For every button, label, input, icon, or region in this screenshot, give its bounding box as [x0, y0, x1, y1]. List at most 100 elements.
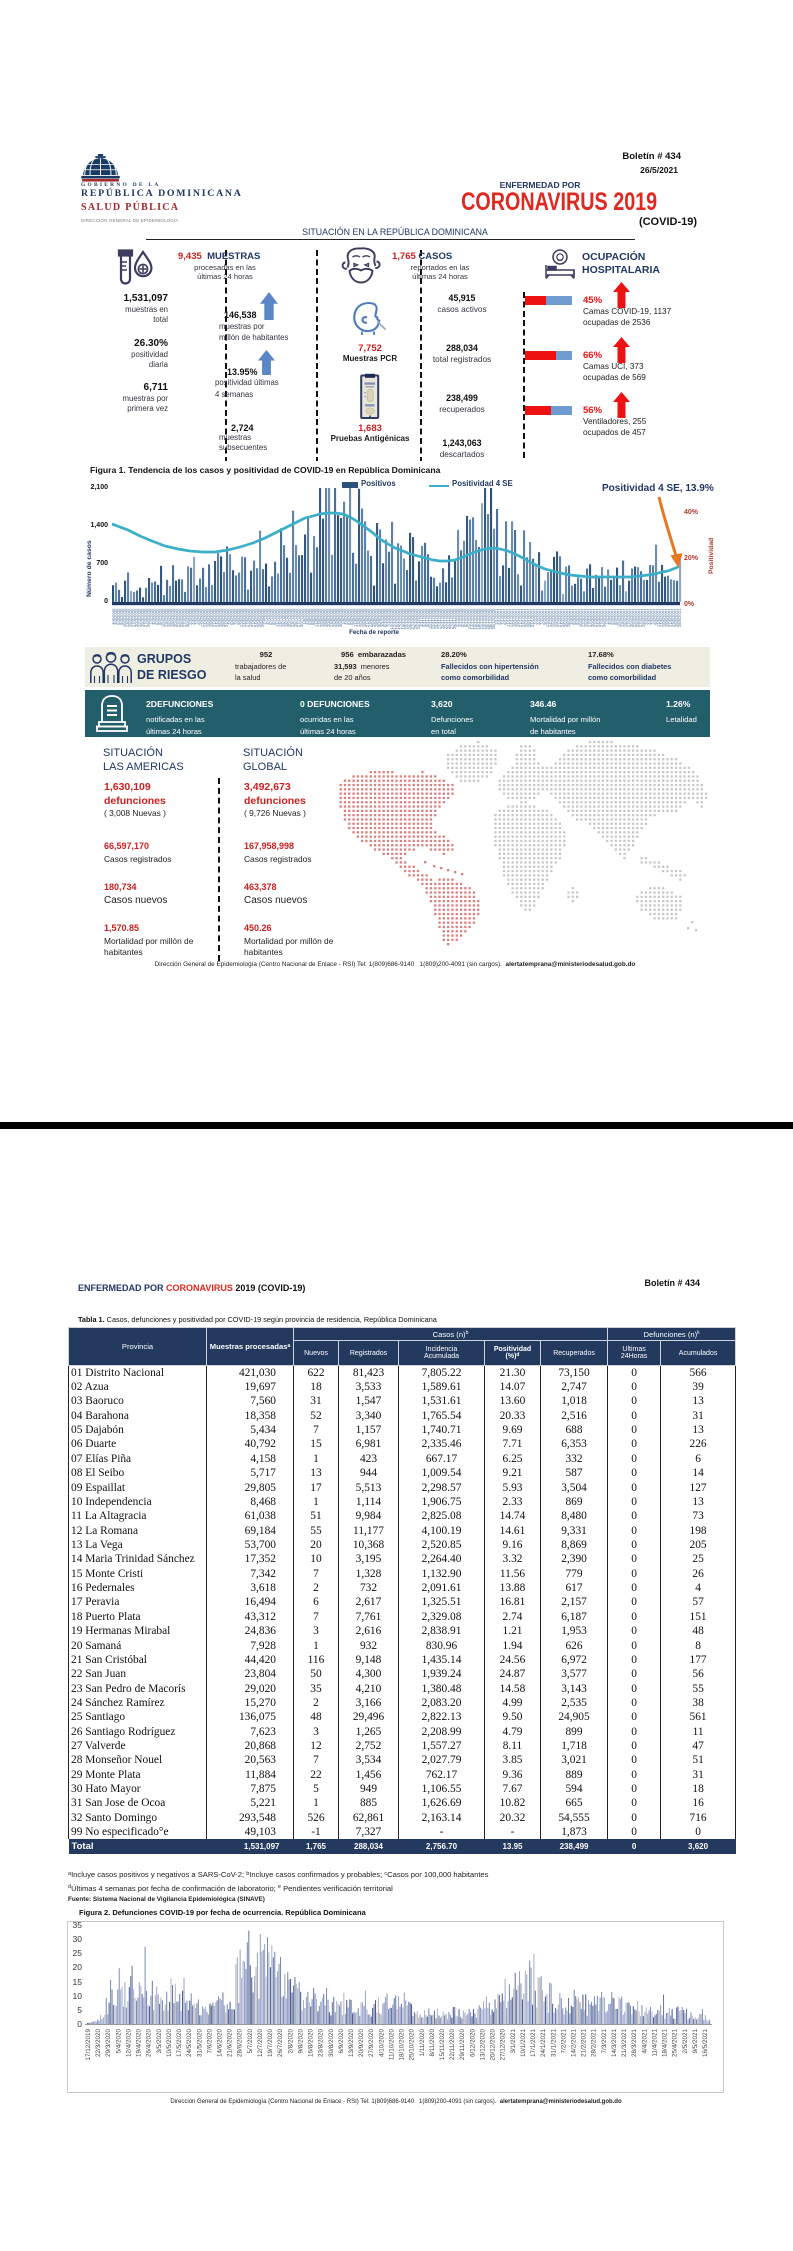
svg-text:26/4/2020: 26/4/2020: [146, 2029, 153, 2058]
svg-text:3/7/2020: 3/7/2020: [266, 608, 271, 625]
svg-text:27/4/2021: 27/4/2021: [638, 608, 643, 627]
svg-text:2/6/2020: 2/6/2020: [227, 608, 232, 625]
svg-text:22/3/2020: 22/3/2020: [95, 2029, 102, 2058]
svg-text:17/10/2020: 17/10/2020: [398, 608, 403, 630]
svg-text:27/7/2020: 27/7/2020: [296, 608, 301, 627]
svg-text:3/4/2020: 3/4/2020: [152, 608, 157, 625]
svg-text:22/4/2021: 22/4/2021: [632, 608, 637, 627]
svg-text:4/9/2020: 4/9/2020: [344, 608, 349, 625]
svg-text:8/4/2020: 8/4/2020: [158, 608, 163, 625]
svg-text:28/12/2020: 28/12/2020: [488, 608, 493, 630]
svg-text:18/4/2021: 18/4/2021: [662, 2029, 669, 2058]
svg-text:4/4/2021: 4/4/2021: [641, 2029, 648, 2054]
svg-text:3/1/2021: 3/1/2021: [510, 2029, 517, 2054]
svg-text:16/1/2021: 16/1/2021: [512, 608, 517, 627]
svg-text:9/5/2020: 9/5/2020: [197, 608, 202, 625]
svg-text:5/11/2020: 5/11/2020: [422, 608, 427, 627]
svg-text:7/2/2021: 7/2/2021: [560, 2029, 567, 2054]
svg-text:27/11/2020: 27/11/2020: [449, 608, 454, 629]
svg-text:24/10/2020: 24/10/2020: [407, 608, 412, 630]
svg-text:28/9/2020: 28/9/2020: [374, 608, 379, 627]
svg-text:21/2/2021: 21/2/2021: [557, 608, 562, 627]
svg-text:19/6/2020: 19/6/2020: [248, 608, 253, 627]
svg-text:9/1/2021: 9/1/2021: [503, 608, 508, 625]
svg-text:5/3/2020: 5/3/2020: [116, 608, 121, 625]
svg-text:16/8/2020: 16/8/2020: [308, 2029, 315, 2058]
svg-text:17/4/2021: 17/4/2021: [626, 608, 631, 627]
svg-text:27/10/2020: 27/10/2020: [410, 608, 415, 630]
svg-text:14/5/2021: 14/5/2021: [659, 608, 664, 627]
svg-text:27/9/2020: 27/9/2020: [368, 2029, 375, 2058]
svg-text:9/8/2020: 9/8/2020: [297, 2029, 304, 2054]
svg-text:13/12/2020: 13/12/2020: [480, 2029, 487, 2061]
svg-text:12/2/2021: 12/2/2021: [545, 608, 550, 627]
svg-text:18/10/2020: 18/10/2020: [399, 2029, 406, 2061]
svg-text:15/7/2020: 15/7/2020: [281, 608, 286, 627]
svg-text:12/5/2020: 12/5/2020: [200, 608, 205, 627]
svg-text:11/8/2020: 11/8/2020: [314, 608, 319, 627]
svg-text:29/3/2020: 29/3/2020: [105, 2029, 112, 2058]
svg-text:31/5/2020: 31/5/2020: [196, 2029, 203, 2058]
svg-text:10/3/2020: 10/3/2020: [122, 608, 127, 627]
svg-text:18/9/2020: 18/9/2020: [362, 608, 367, 627]
svg-text:4/5/2021: 4/5/2021: [647, 608, 652, 625]
svg-text:28/6/2020: 28/6/2020: [237, 2029, 244, 2058]
svg-text:2/5/2021: 2/5/2021: [682, 2029, 689, 2054]
svg-text:21/5/2020: 21/5/2020: [212, 608, 217, 627]
svg-text:12/4/2020: 12/4/2020: [126, 2029, 133, 2058]
svg-text:13/4/2020: 13/4/2020: [164, 608, 169, 627]
svg-text:9/9/2020: 9/9/2020: [350, 608, 355, 625]
svg-text:13/4/2021: 13/4/2021: [620, 608, 625, 627]
svg-text:16/2/2021: 16/2/2021: [551, 608, 556, 627]
svg-text:31/1/2021: 31/1/2021: [550, 2029, 557, 2058]
svg-text:29/10/2020: 29/10/2020: [413, 608, 418, 630]
svg-text:1/7/2020: 1/7/2020: [263, 608, 268, 625]
svg-text:9/6/2020: 9/6/2020: [236, 608, 241, 625]
svg-text:4/8/2020: 4/8/2020: [305, 608, 310, 625]
svg-text:25/7/2020: 25/7/2020: [293, 608, 298, 627]
svg-text:25/3/2020: 25/3/2020: [140, 608, 145, 627]
svg-text:25/8/2020: 25/8/2020: [332, 608, 337, 627]
svg-text:5/4/2021: 5/4/2021: [611, 608, 616, 625]
svg-text:30/8/2020: 30/8/2020: [338, 608, 343, 627]
svg-text:11/4/2021: 11/4/2021: [651, 2029, 658, 2057]
svg-text:27/3/2021: 27/3/2021: [599, 608, 604, 627]
svg-text:6/8/2020: 6/8/2020: [308, 608, 313, 625]
svg-text:4/2/2021: 4/2/2021: [536, 608, 541, 625]
svg-text:15/4/2020: 15/4/2020: [167, 608, 172, 627]
svg-text:2/5/2021: 2/5/2021: [644, 608, 649, 625]
svg-text:31/10/2020: 31/10/2020: [416, 608, 421, 630]
svg-text:2/1/2021: 2/1/2021: [494, 608, 499, 625]
svg-text:10/10/2020: 10/10/2020: [389, 608, 394, 630]
svg-text:16/5/2021: 16/5/2021: [662, 608, 667, 627]
svg-text:1/8/2020: 1/8/2020: [302, 608, 307, 625]
svg-text:19/5/2021: 19/5/2021: [665, 608, 670, 627]
svg-text:4/5/2020: 4/5/2020: [191, 608, 196, 625]
svg-text:14/6/2020: 14/6/2020: [217, 2029, 224, 2058]
svg-text:30/9/2020: 30/9/2020: [377, 608, 382, 627]
svg-text:11/5/2021: 11/5/2021: [656, 608, 661, 627]
svg-text:30/4/2020: 30/4/2020: [185, 608, 190, 627]
svg-text:20/8/2020: 20/8/2020: [326, 608, 331, 627]
svg-text:20/4/2020: 20/4/2020: [173, 608, 178, 627]
svg-text:23/12/2020: 23/12/2020: [482, 608, 487, 630]
svg-text:29/11/2020: 29/11/2020: [459, 2029, 466, 2061]
svg-text:8/11/2020: 8/11/2020: [425, 608, 430, 627]
svg-text:10/4/2021: 10/4/2021: [617, 608, 622, 627]
svg-text:17/3/2020: 17/3/2020: [131, 608, 136, 627]
svg-text:16/5/2020: 16/5/2020: [206, 608, 211, 627]
svg-text:29/4/2021: 29/4/2021: [641, 608, 646, 627]
svg-text:1/9/2020: 1/9/2020: [341, 608, 346, 625]
svg-text:15/4/2021: 15/4/2021: [623, 608, 628, 627]
svg-text:20/7/2020: 20/7/2020: [287, 608, 292, 627]
svg-text:19/1/2021: 19/1/2021: [515, 608, 520, 627]
svg-text:21/3/2021: 21/3/2021: [621, 2029, 628, 2058]
svg-text:19/2/2021: 19/2/2021: [554, 608, 559, 627]
svg-text:5/4/2020: 5/4/2020: [115, 2029, 122, 2054]
svg-text:22/3/2021: 22/3/2021: [593, 608, 598, 627]
svg-text:19/5/2020: 19/5/2020: [209, 608, 214, 627]
svg-text:26/12/2020: 26/12/2020: [485, 608, 490, 630]
svg-text:21/6/2020: 21/6/2020: [227, 2029, 234, 2058]
svg-text:21/6/2020: 21/6/2020: [251, 608, 256, 627]
svg-text:14/12/2020: 14/12/2020: [470, 608, 475, 630]
